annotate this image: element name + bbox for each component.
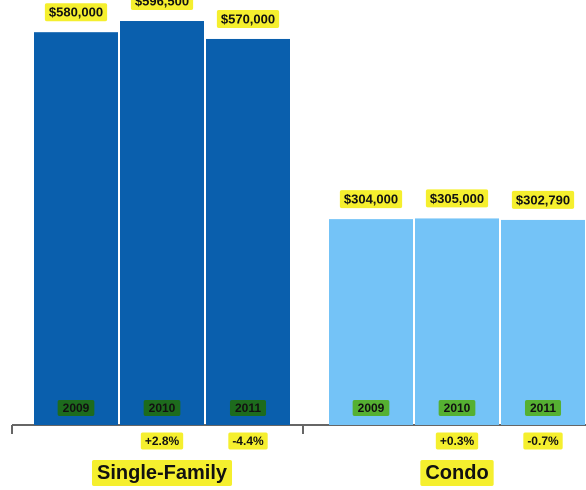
year-badge-single-family-2011: 2011 <box>235 401 261 415</box>
year-badge-condo-2009-bg <box>352 400 390 416</box>
bar-single-family-2009 <box>34 32 118 426</box>
group-label-single-family: Single-Family <box>97 462 228 484</box>
year-badge-single-family-2010: 2010 <box>149 401 176 415</box>
bar-condo-2011 <box>501 219 585 425</box>
change-label-condo-2011-bg <box>523 432 563 450</box>
value-label-single-family-2010: $596,500 <box>135 0 189 9</box>
bar-condo-2010 <box>415 218 499 425</box>
value-label-condo-2010-bg <box>425 189 489 208</box>
year-badge-single-family-2009-bg <box>57 400 95 416</box>
value-label-single-family-2010-bg <box>130 0 194 11</box>
value-label-condo-2009-bg <box>339 190 403 209</box>
change-label-condo-2010: +0.3% <box>440 434 475 448</box>
year-badge-condo-2010: 2010 <box>444 401 471 415</box>
bar-single-family-2010 <box>120 21 204 425</box>
value-label-condo-2009: $304,000 <box>344 192 398 207</box>
value-label-single-family-2011: $570,000 <box>221 11 275 26</box>
year-badge-single-family-2009: 2009 <box>63 401 90 415</box>
change-label-single-family-2011-bg <box>228 432 268 450</box>
year-badge-single-family-2010-bg <box>143 400 181 416</box>
change-label-condo-2011: -0.7% <box>527 434 559 448</box>
change-label-single-family-2010: +2.8% <box>145 434 180 448</box>
group-label-condo-bg <box>420 460 494 486</box>
bar-single-family-2011 <box>206 38 290 426</box>
value-label-single-family-2011-bg <box>216 9 280 28</box>
year-badge-condo-2010-bg <box>438 400 476 416</box>
year-badge-condo-2011-bg <box>524 400 562 416</box>
year-badge-condo-2009: 2009 <box>358 401 385 415</box>
year-badge-single-family-2011-bg <box>229 400 267 416</box>
change-label-single-family-2010-bg <box>140 432 184 450</box>
value-label-condo-2010: $305,000 <box>430 191 484 206</box>
year-badge-condo-2011: 2011 <box>530 401 556 415</box>
group-label-single-family-bg <box>91 460 233 486</box>
value-label-single-family-2009: $580,000 <box>49 5 103 20</box>
change-label-condo-2010-bg <box>435 432 479 450</box>
value-label-condo-2011: $302,790 <box>516 192 570 207</box>
change-label-single-family-2011: -4.4% <box>232 434 264 448</box>
value-label-condo-2011-bg <box>511 190 575 209</box>
group-label-condo: Condo <box>425 462 488 484</box>
value-label-single-family-2009-bg <box>44 3 108 22</box>
bar-condo-2009 <box>329 219 413 425</box>
